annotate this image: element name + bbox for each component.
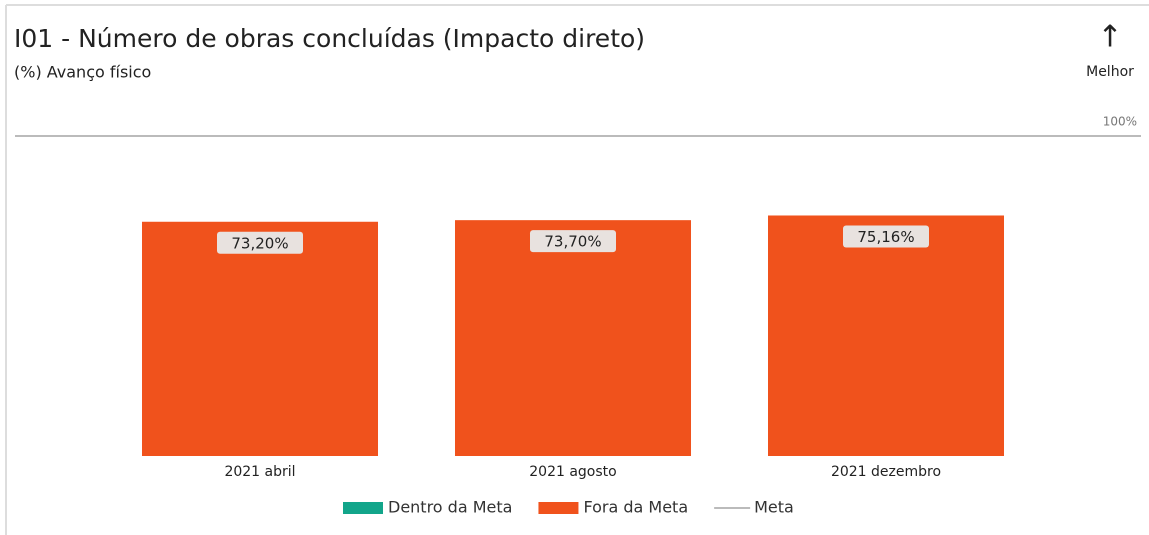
meta-label: 100% — [1103, 115, 1137, 129]
legend-label: Fora da Meta — [583, 498, 688, 517]
chart-title: I01 - Número de obras concluídas (Impact… — [14, 24, 645, 53]
value-label: 73,70% — [544, 233, 601, 251]
direction-arrow: ↑ — [1097, 20, 1122, 55]
chart-subtitle: (%) Avanço físico — [14, 63, 151, 82]
x-tick-label: 2021 dezembro — [831, 464, 941, 480]
bar — [141, 221, 379, 456]
bar — [454, 220, 692, 456]
value-label-bg — [843, 225, 929, 248]
value-label: 75,16% — [857, 228, 914, 246]
direction-label: Melhor — [1086, 64, 1134, 80]
bar — [767, 215, 1005, 456]
x-tick-label: 2021 abril — [224, 464, 295, 480]
value-label-bg — [530, 230, 616, 253]
value-label: 73,20% — [231, 234, 288, 252]
legend-label: Meta — [754, 498, 794, 517]
legend-label: Dentro da Meta — [388, 498, 512, 517]
value-label-bg — [217, 231, 303, 254]
legend-swatch — [343, 502, 383, 514]
legend-swatch — [538, 502, 579, 514]
x-tick-label: 2021 agosto — [529, 464, 616, 480]
